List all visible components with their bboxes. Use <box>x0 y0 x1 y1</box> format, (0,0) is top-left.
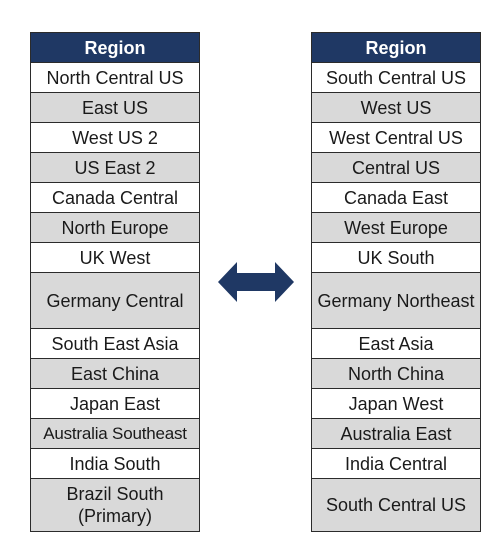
table-row: South Central US <box>311 478 481 532</box>
region-cell: Australia Southeast <box>30 418 200 449</box>
region-cell: West US <box>311 92 481 123</box>
table-row: India Central <box>311 448 481 479</box>
table-row: East US <box>30 92 200 123</box>
region-cell: India Central <box>311 448 481 479</box>
region-cell: India South <box>30 448 200 479</box>
double-headed-arrow-icon <box>218 262 294 302</box>
table-row: South Central US <box>311 62 481 93</box>
region-cell: West Europe <box>311 212 481 243</box>
table-header-row: Region <box>311 32 481 63</box>
table-row: Australia Southeast <box>30 418 200 449</box>
region-cell: UK West <box>30 242 200 273</box>
table-row: Central US <box>311 152 481 183</box>
table-row: India South <box>30 448 200 479</box>
table-row: Japan West <box>311 388 481 419</box>
table-row: Germany Northeast <box>311 272 481 329</box>
table-row: North China <box>311 358 481 389</box>
table-row: West Europe <box>311 212 481 243</box>
table-row: Germany Central <box>30 272 200 329</box>
table-row: Brazil South (Primary) <box>30 478 200 532</box>
region-cell: Australia East <box>311 418 481 449</box>
region-cell: Canada Central <box>30 182 200 213</box>
table-row: West Central US <box>311 122 481 153</box>
region-cell: Brazil South (Primary) <box>30 478 200 532</box>
region-cell: Germany Central <box>30 272 200 329</box>
region-cell: Canada East <box>311 182 481 213</box>
table-row: Japan East <box>30 388 200 419</box>
table-header: Region <box>311 32 481 63</box>
region-cell: Central US <box>311 152 481 183</box>
region-cell: Japan East <box>30 388 200 419</box>
table-row: East Asia <box>311 328 481 359</box>
region-cell: East US <box>30 92 200 123</box>
table-row: UK West <box>30 242 200 273</box>
region-cell: US East 2 <box>30 152 200 183</box>
region-cell: South Central US <box>311 478 481 532</box>
region-table-right: Region South Central US West US West Cen… <box>311 32 481 532</box>
table-header: Region <box>30 32 200 63</box>
table-row: Australia East <box>311 418 481 449</box>
table-row: Canada East <box>311 182 481 213</box>
table-row: West US 2 <box>30 122 200 153</box>
table-row: West US <box>311 92 481 123</box>
region-cell: North Europe <box>30 212 200 243</box>
region-cell: South Central US <box>311 62 481 93</box>
region-cell: West US 2 <box>30 122 200 153</box>
table-row: US East 2 <box>30 152 200 183</box>
region-cell: Japan West <box>311 388 481 419</box>
arrow-shape <box>218 262 294 302</box>
table-row: Canada Central <box>30 182 200 213</box>
region-cell: South East Asia <box>30 328 200 359</box>
table-row: South East Asia <box>30 328 200 359</box>
region-cell: West Central US <box>311 122 481 153</box>
region-cell: East Asia <box>311 328 481 359</box>
table-row: North Europe <box>30 212 200 243</box>
region-table-left: Region North Central US East US West US … <box>30 32 200 532</box>
region-cell: North China <box>311 358 481 389</box>
region-cell: Germany Northeast <box>311 272 481 329</box>
region-cell: North Central US <box>30 62 200 93</box>
region-cell: East China <box>30 358 200 389</box>
table-row: East China <box>30 358 200 389</box>
region-cell: UK South <box>311 242 481 273</box>
table-row: UK South <box>311 242 481 273</box>
table-row: North Central US <box>30 62 200 93</box>
table-header-row: Region <box>30 32 200 63</box>
